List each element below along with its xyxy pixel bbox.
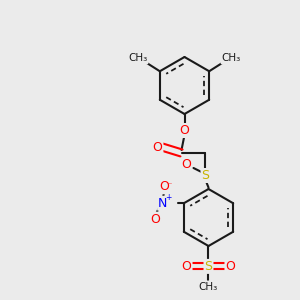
Text: O: O <box>181 158 191 172</box>
Text: O: O <box>180 124 189 137</box>
Text: CH₃: CH₃ <box>199 281 218 292</box>
Text: CH₃: CH₃ <box>128 53 148 63</box>
Text: ⁻: ⁻ <box>167 180 172 189</box>
Text: O: O <box>153 140 162 154</box>
Text: O: O <box>226 260 235 273</box>
Text: O: O <box>150 213 160 226</box>
Text: S: S <box>205 260 212 273</box>
Text: N: N <box>158 197 167 210</box>
Text: O: O <box>159 180 169 193</box>
Text: CH₃: CH₃ <box>221 53 241 63</box>
Text: S: S <box>202 169 209 182</box>
Text: O: O <box>182 260 191 273</box>
Text: +: + <box>165 194 171 202</box>
